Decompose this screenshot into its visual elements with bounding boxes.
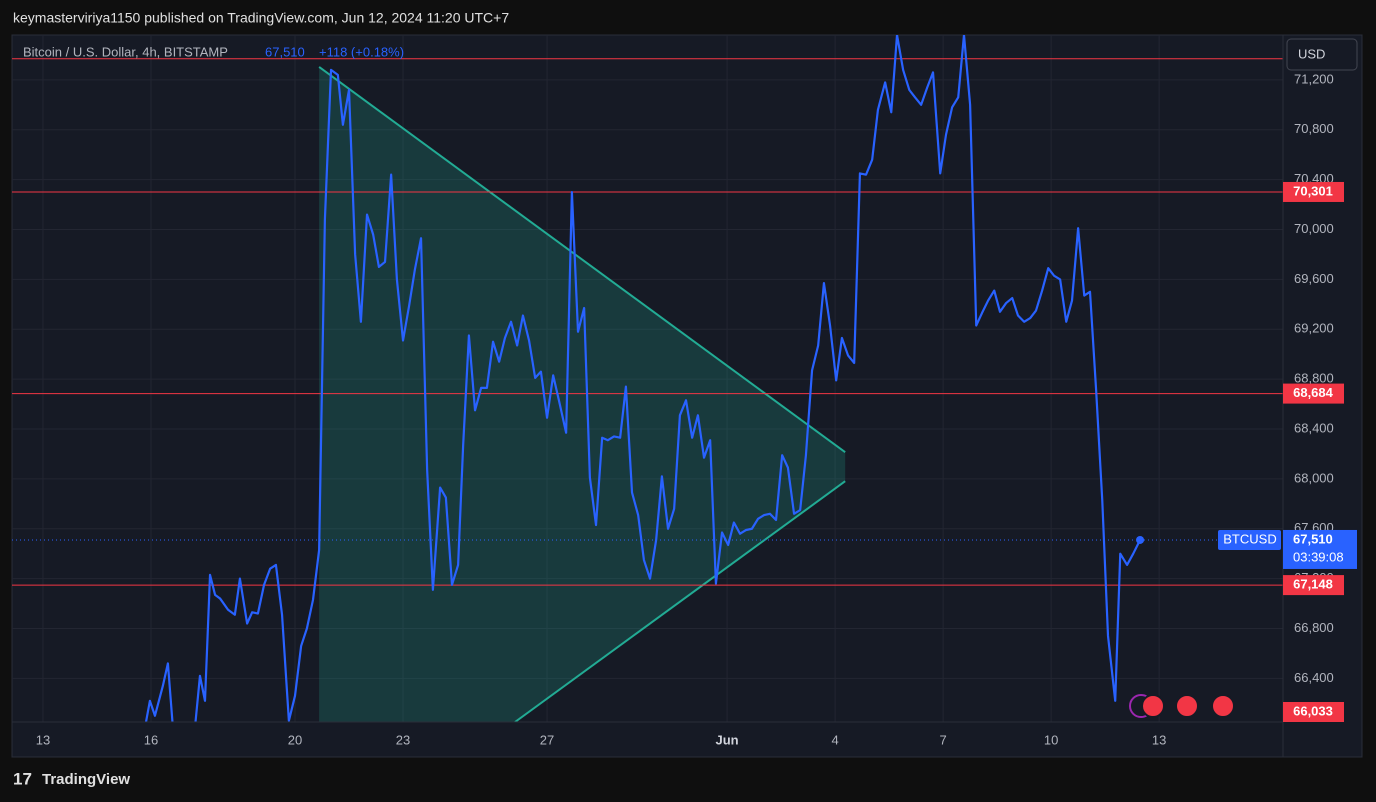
event-icons — [1129, 694, 1235, 718]
symbol-tag-label: BTCUSD — [1223, 531, 1276, 546]
symbol-tag — [1218, 529, 1281, 550]
brand-logo: 17 — [13, 769, 32, 788]
price-line — [144, 35, 1142, 722]
price-tag-label: 67,510 — [1293, 531, 1333, 546]
event-icon[interactable] — [1211, 694, 1235, 718]
y-tick-label: 70,000 — [1294, 221, 1334, 236]
event-icon[interactable] — [1175, 694, 1199, 718]
triangle-edge — [514, 480, 846, 722]
level-label: 70,301 — [1293, 183, 1333, 198]
x-tick-label: 10 — [1044, 732, 1058, 747]
level-label: 67,148 — [1293, 577, 1333, 592]
symbol-title: Bitcoin / U.S. Dollar, 4h, BITSTAMP — [23, 44, 228, 59]
plot — [12, 35, 1283, 722]
level-label-box — [1283, 383, 1344, 404]
level-label: 68,684 — [1293, 385, 1334, 400]
y-tick-label: 68,000 — [1294, 470, 1334, 485]
header-change: +118 (+0.18%) — [319, 44, 404, 59]
x-tick-label: 13 — [36, 732, 50, 747]
level-label: 66,033 — [1293, 703, 1333, 718]
x-tick-label: 16 — [144, 732, 158, 747]
level-label-box — [1283, 575, 1344, 596]
last-point — [1136, 535, 1145, 544]
event-icon[interactable] — [1141, 694, 1165, 718]
y-tick-label: 69,200 — [1294, 321, 1334, 336]
x-tick-label: 4 — [831, 732, 838, 747]
header-price: 67,510 — [265, 44, 305, 59]
x-tick-label: 23 — [396, 732, 410, 747]
level-label-box — [1283, 181, 1344, 202]
triangle-edge — [318, 66, 846, 453]
x-tick-label: 7 — [939, 732, 946, 747]
x-tick-label: 20 — [288, 732, 302, 747]
y-tick-label: 68,800 — [1294, 371, 1334, 386]
publisher: keymasterviriya1150 published on Trading… — [13, 10, 509, 26]
y-tick-label: 66,800 — [1294, 620, 1334, 635]
y-tick-label: 70,800 — [1294, 121, 1334, 136]
currency[interactable]: USD — [1298, 46, 1325, 61]
price-tag — [1283, 529, 1357, 569]
x-tick-label: Jun — [716, 732, 739, 747]
x-tick-label: 27 — [540, 732, 554, 747]
price-countdown: 03:39:08 — [1293, 549, 1344, 564]
x-tick-label: 13 — [1152, 732, 1166, 747]
level-label-box — [1283, 702, 1344, 722]
y-tick-label: 69,600 — [1294, 271, 1334, 286]
brand: TradingView — [42, 771, 130, 788]
currency-button[interactable] — [1286, 38, 1358, 71]
y-tick-label: 66,400 — [1294, 670, 1334, 685]
y-tick-label: 71,200 — [1294, 71, 1334, 86]
y-tick-label: 68,400 — [1294, 420, 1334, 435]
chart-panel — [11, 34, 1363, 758]
